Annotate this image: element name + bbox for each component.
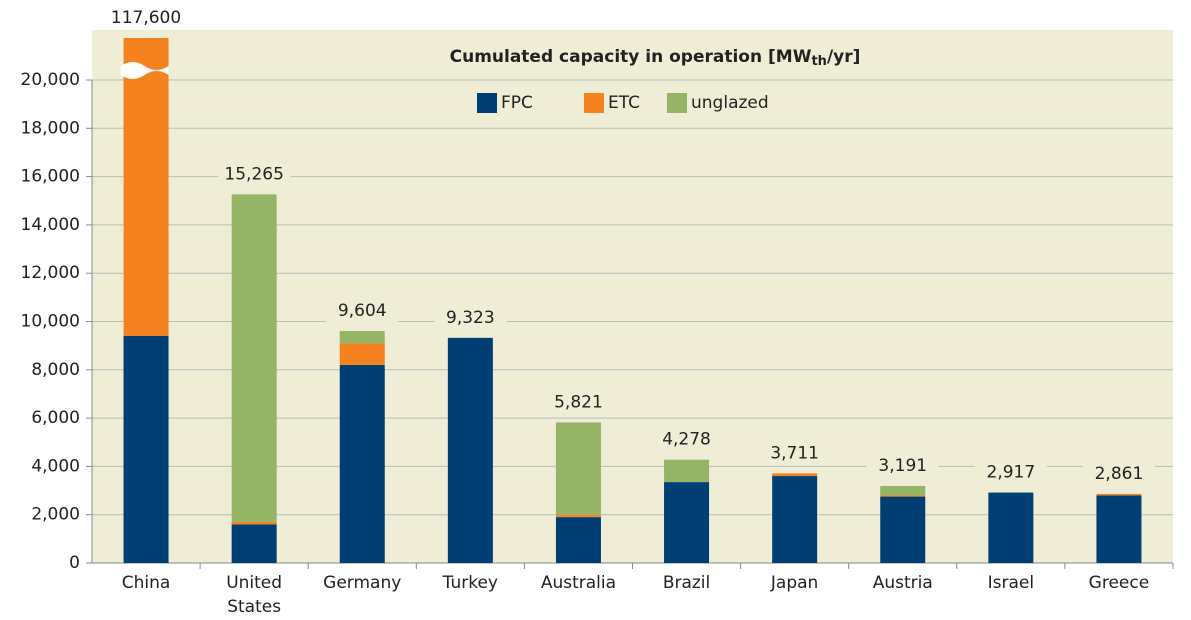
axis-break bbox=[120, 62, 169, 79]
bar-segment bbox=[880, 485, 926, 496]
bar-segment bbox=[880, 495, 926, 497]
bar-segment bbox=[123, 38, 169, 336]
legend-swatch bbox=[584, 93, 604, 113]
y-tick-label: 2,000 bbox=[31, 505, 80, 525]
total-label: 15,265 bbox=[224, 164, 283, 184]
chart-title: Cumulated capacity in operation [MWth/yr… bbox=[450, 47, 861, 69]
x-tick-label: Japan bbox=[770, 573, 819, 593]
bar-segment bbox=[555, 422, 601, 515]
bar-segment bbox=[664, 459, 710, 483]
total-label-bg bbox=[866, 454, 939, 477]
total-labels: 117,600 15,265 9,604 9,323 5,821 4,278 3,711 3,… bbox=[110, 7, 1155, 485]
x-tick-label: Austria bbox=[872, 573, 933, 593]
total-label: 4,278 bbox=[662, 430, 711, 450]
bar-segment bbox=[231, 194, 277, 522]
y-tick-label: 16,000 bbox=[21, 167, 80, 187]
y-tick-label: 0 bbox=[69, 553, 80, 573]
x-tick-label: Brazil bbox=[662, 573, 711, 593]
bar-segment bbox=[772, 476, 818, 563]
x-tick-label: Israel bbox=[987, 573, 1035, 593]
total-label-bg bbox=[326, 300, 399, 323]
y-tick-label: 6,000 bbox=[31, 408, 80, 428]
bar-segment bbox=[231, 524, 277, 563]
total-label: 9,323 bbox=[446, 308, 495, 328]
x-tick-label: United States bbox=[226, 573, 283, 617]
bar-segment bbox=[339, 343, 385, 365]
bar-segment bbox=[447, 337, 493, 563]
bar-segment bbox=[123, 335, 169, 563]
y-tick-label: 12,000 bbox=[21, 263, 80, 283]
total-label: 2,917 bbox=[987, 463, 1036, 483]
bar-segment bbox=[664, 482, 710, 563]
bars bbox=[123, 38, 1142, 563]
y-tick-label: 10,000 bbox=[21, 312, 80, 332]
total-label: 117,600 bbox=[111, 8, 181, 28]
y-tick-label: 8,000 bbox=[31, 360, 80, 380]
title-suffix: /yr] bbox=[827, 47, 860, 67]
bar-segment bbox=[880, 496, 926, 563]
x-tick-label: China bbox=[121, 573, 171, 593]
y-tick-label: 14,000 bbox=[21, 215, 80, 235]
legend-swatch bbox=[667, 93, 687, 113]
bar-segment bbox=[772, 473, 818, 477]
total-label-bg bbox=[434, 306, 507, 329]
legend-label: ETC bbox=[608, 93, 640, 113]
bar-segment bbox=[1096, 493, 1142, 496]
total-label: 3,711 bbox=[770, 443, 819, 463]
title-main: Cumulated capacity in operation [MW bbox=[450, 47, 812, 67]
total-label-bg bbox=[218, 163, 291, 186]
x-tick-label: Australia bbox=[540, 573, 617, 593]
y-tick-label: 20,000 bbox=[21, 70, 80, 90]
x-tick-label: Turkey bbox=[442, 573, 498, 593]
total-label: 2,861 bbox=[1095, 464, 1144, 484]
title-subscript: th bbox=[811, 54, 826, 69]
bar-segment bbox=[1096, 495, 1142, 563]
total-label: 5,821 bbox=[554, 392, 603, 412]
total-label-bg bbox=[650, 428, 723, 451]
y-tick-label: 18,000 bbox=[21, 118, 80, 138]
total-label-bg bbox=[974, 461, 1047, 484]
bar-segment bbox=[339, 364, 385, 563]
x-tick-label: Greece bbox=[1088, 573, 1150, 593]
bar-segment bbox=[339, 331, 385, 344]
y-tick-label: 4,000 bbox=[31, 456, 80, 476]
total-label-bg bbox=[758, 442, 831, 465]
legend-label: FPC bbox=[501, 93, 533, 113]
bar-segment bbox=[555, 517, 601, 563]
total-label: 3,191 bbox=[878, 456, 927, 476]
total-label-bg bbox=[110, 7, 183, 29]
total-label-bg bbox=[542, 391, 615, 414]
legend-label: unglazed bbox=[691, 93, 769, 113]
total-label-bg bbox=[1082, 462, 1155, 485]
bar-segment bbox=[988, 492, 1034, 563]
bar-segment bbox=[231, 521, 277, 525]
bar-segment bbox=[555, 514, 601, 518]
legend-swatch bbox=[477, 93, 497, 113]
total-label: 9,604 bbox=[338, 301, 387, 321]
x-tick-label: Germany bbox=[323, 573, 402, 593]
